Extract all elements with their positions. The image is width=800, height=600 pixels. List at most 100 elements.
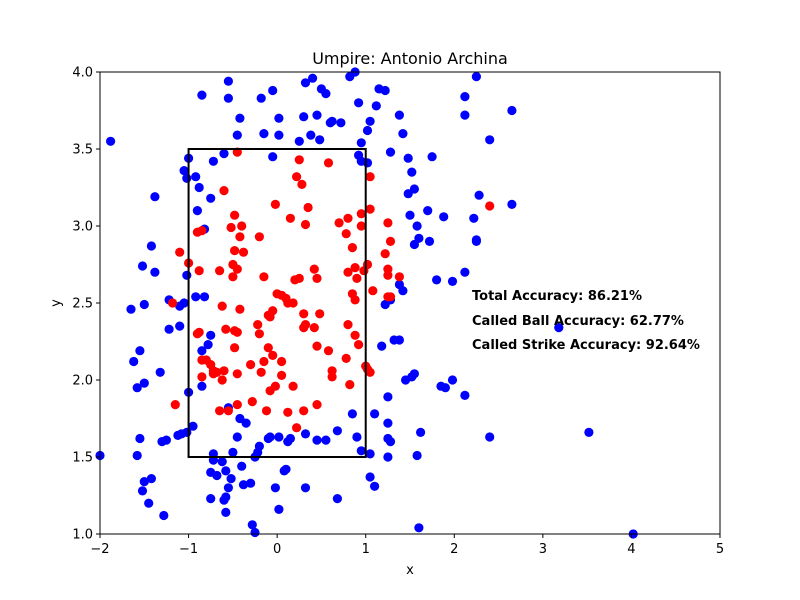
data-point-red xyxy=(356,221,366,231)
data-point-blue xyxy=(440,383,450,393)
data-point-red xyxy=(192,227,202,237)
data-point-blue xyxy=(139,299,149,310)
x-axis-ticks: −2 −1 0 1 2 3 4 5 xyxy=(90,534,724,557)
data-point-red xyxy=(215,406,225,416)
data-point-red xyxy=(256,367,266,377)
data-point-blue xyxy=(427,152,437,162)
y-axis-ticks: 1.0 1.5 2.0 2.5 3.0 3.5 4.0 xyxy=(72,66,100,543)
data-point-blue xyxy=(362,125,373,136)
data-point-blue xyxy=(447,276,458,286)
x-tick-label: 4 xyxy=(627,542,635,557)
data-point-red xyxy=(175,247,185,257)
data-point-blue xyxy=(268,85,278,96)
data-point-blue xyxy=(135,433,145,444)
data-point-blue xyxy=(447,375,458,385)
data-point-blue xyxy=(150,192,160,202)
data-point-red xyxy=(365,172,375,182)
chart-title: Umpire: Antonio Archina xyxy=(312,49,508,68)
data-point-red xyxy=(254,232,264,242)
data-point-blue xyxy=(471,236,481,246)
data-point-red xyxy=(228,272,238,282)
data-point-red xyxy=(247,397,257,407)
data-point-blue xyxy=(179,298,189,308)
data-point-red xyxy=(343,267,353,277)
data-point-blue xyxy=(132,383,142,393)
data-point-blue xyxy=(423,206,433,216)
data-point-blue xyxy=(383,392,393,402)
data-point-blue xyxy=(383,452,393,462)
data-point-red xyxy=(341,353,351,363)
data-point-red xyxy=(300,219,311,230)
data-point-blue xyxy=(194,182,204,193)
data-point-blue xyxy=(321,435,331,445)
data-point-blue xyxy=(380,299,390,310)
data-point-blue xyxy=(398,129,408,139)
data-point-blue xyxy=(182,270,192,280)
data-point-blue xyxy=(274,113,284,123)
data-point-blue xyxy=(403,153,413,163)
data-point-blue xyxy=(256,93,266,103)
data-point-blue xyxy=(385,147,396,157)
data-point-red xyxy=(197,372,207,382)
data-point-blue xyxy=(235,113,245,123)
data-point-blue xyxy=(377,341,387,351)
data-point-red xyxy=(385,292,396,302)
data-point-red xyxy=(312,341,322,351)
data-point-blue xyxy=(299,112,309,122)
data-point-red xyxy=(350,330,360,340)
data-point-red xyxy=(383,218,393,228)
data-point-blue xyxy=(332,426,342,436)
data-point-blue xyxy=(274,432,284,442)
data-point-blue xyxy=(159,510,169,521)
data-point-red xyxy=(368,286,378,296)
data-point-blue xyxy=(223,93,233,103)
data-point-red xyxy=(334,218,344,228)
data-point-blue xyxy=(312,435,322,445)
data-point-red xyxy=(394,272,404,282)
data-point-blue xyxy=(414,523,424,533)
data-point-red xyxy=(226,222,236,233)
data-point-blue xyxy=(416,427,426,437)
data-point-red xyxy=(230,326,240,336)
data-point-red xyxy=(235,232,245,242)
data-point-blue xyxy=(409,369,419,379)
data-point-blue xyxy=(283,437,293,447)
data-point-blue xyxy=(371,101,381,111)
data-point-blue xyxy=(407,167,417,177)
data-point-blue xyxy=(191,172,201,182)
data-point-blue xyxy=(474,190,484,200)
data-point-blue xyxy=(197,90,207,100)
data-point-blue xyxy=(308,73,318,83)
data-point-red xyxy=(230,343,240,353)
data-point-blue xyxy=(197,346,207,356)
data-point-red xyxy=(294,273,304,283)
data-point-blue xyxy=(188,421,198,431)
data-point-red xyxy=(238,247,249,257)
x-axis-label: x xyxy=(406,563,414,578)
data-point-red xyxy=(221,324,231,334)
data-point-red xyxy=(303,202,313,213)
data-point-blue xyxy=(197,381,207,391)
y-tick-label: 2.5 xyxy=(72,297,93,312)
data-point-red xyxy=(299,323,309,333)
data-point-red xyxy=(315,309,325,319)
data-point-red xyxy=(341,229,351,239)
data-point-blue xyxy=(274,504,284,514)
data-point-blue xyxy=(164,324,174,334)
data-point-blue xyxy=(139,477,149,487)
data-point-blue xyxy=(221,466,231,476)
data-point-blue xyxy=(347,409,357,419)
x-tick-label: −2 xyxy=(90,542,109,557)
data-point-blue xyxy=(259,129,269,139)
data-point-blue xyxy=(352,432,362,442)
data-point-blue xyxy=(469,213,479,223)
data-point-blue xyxy=(370,481,380,491)
data-point-blue xyxy=(232,432,242,442)
data-point-blue xyxy=(132,450,142,461)
data-point-blue xyxy=(327,116,337,126)
data-point-blue xyxy=(191,292,201,302)
data-point-blue xyxy=(356,138,366,148)
data-point-blue xyxy=(265,432,275,442)
strike-zone xyxy=(187,148,367,458)
